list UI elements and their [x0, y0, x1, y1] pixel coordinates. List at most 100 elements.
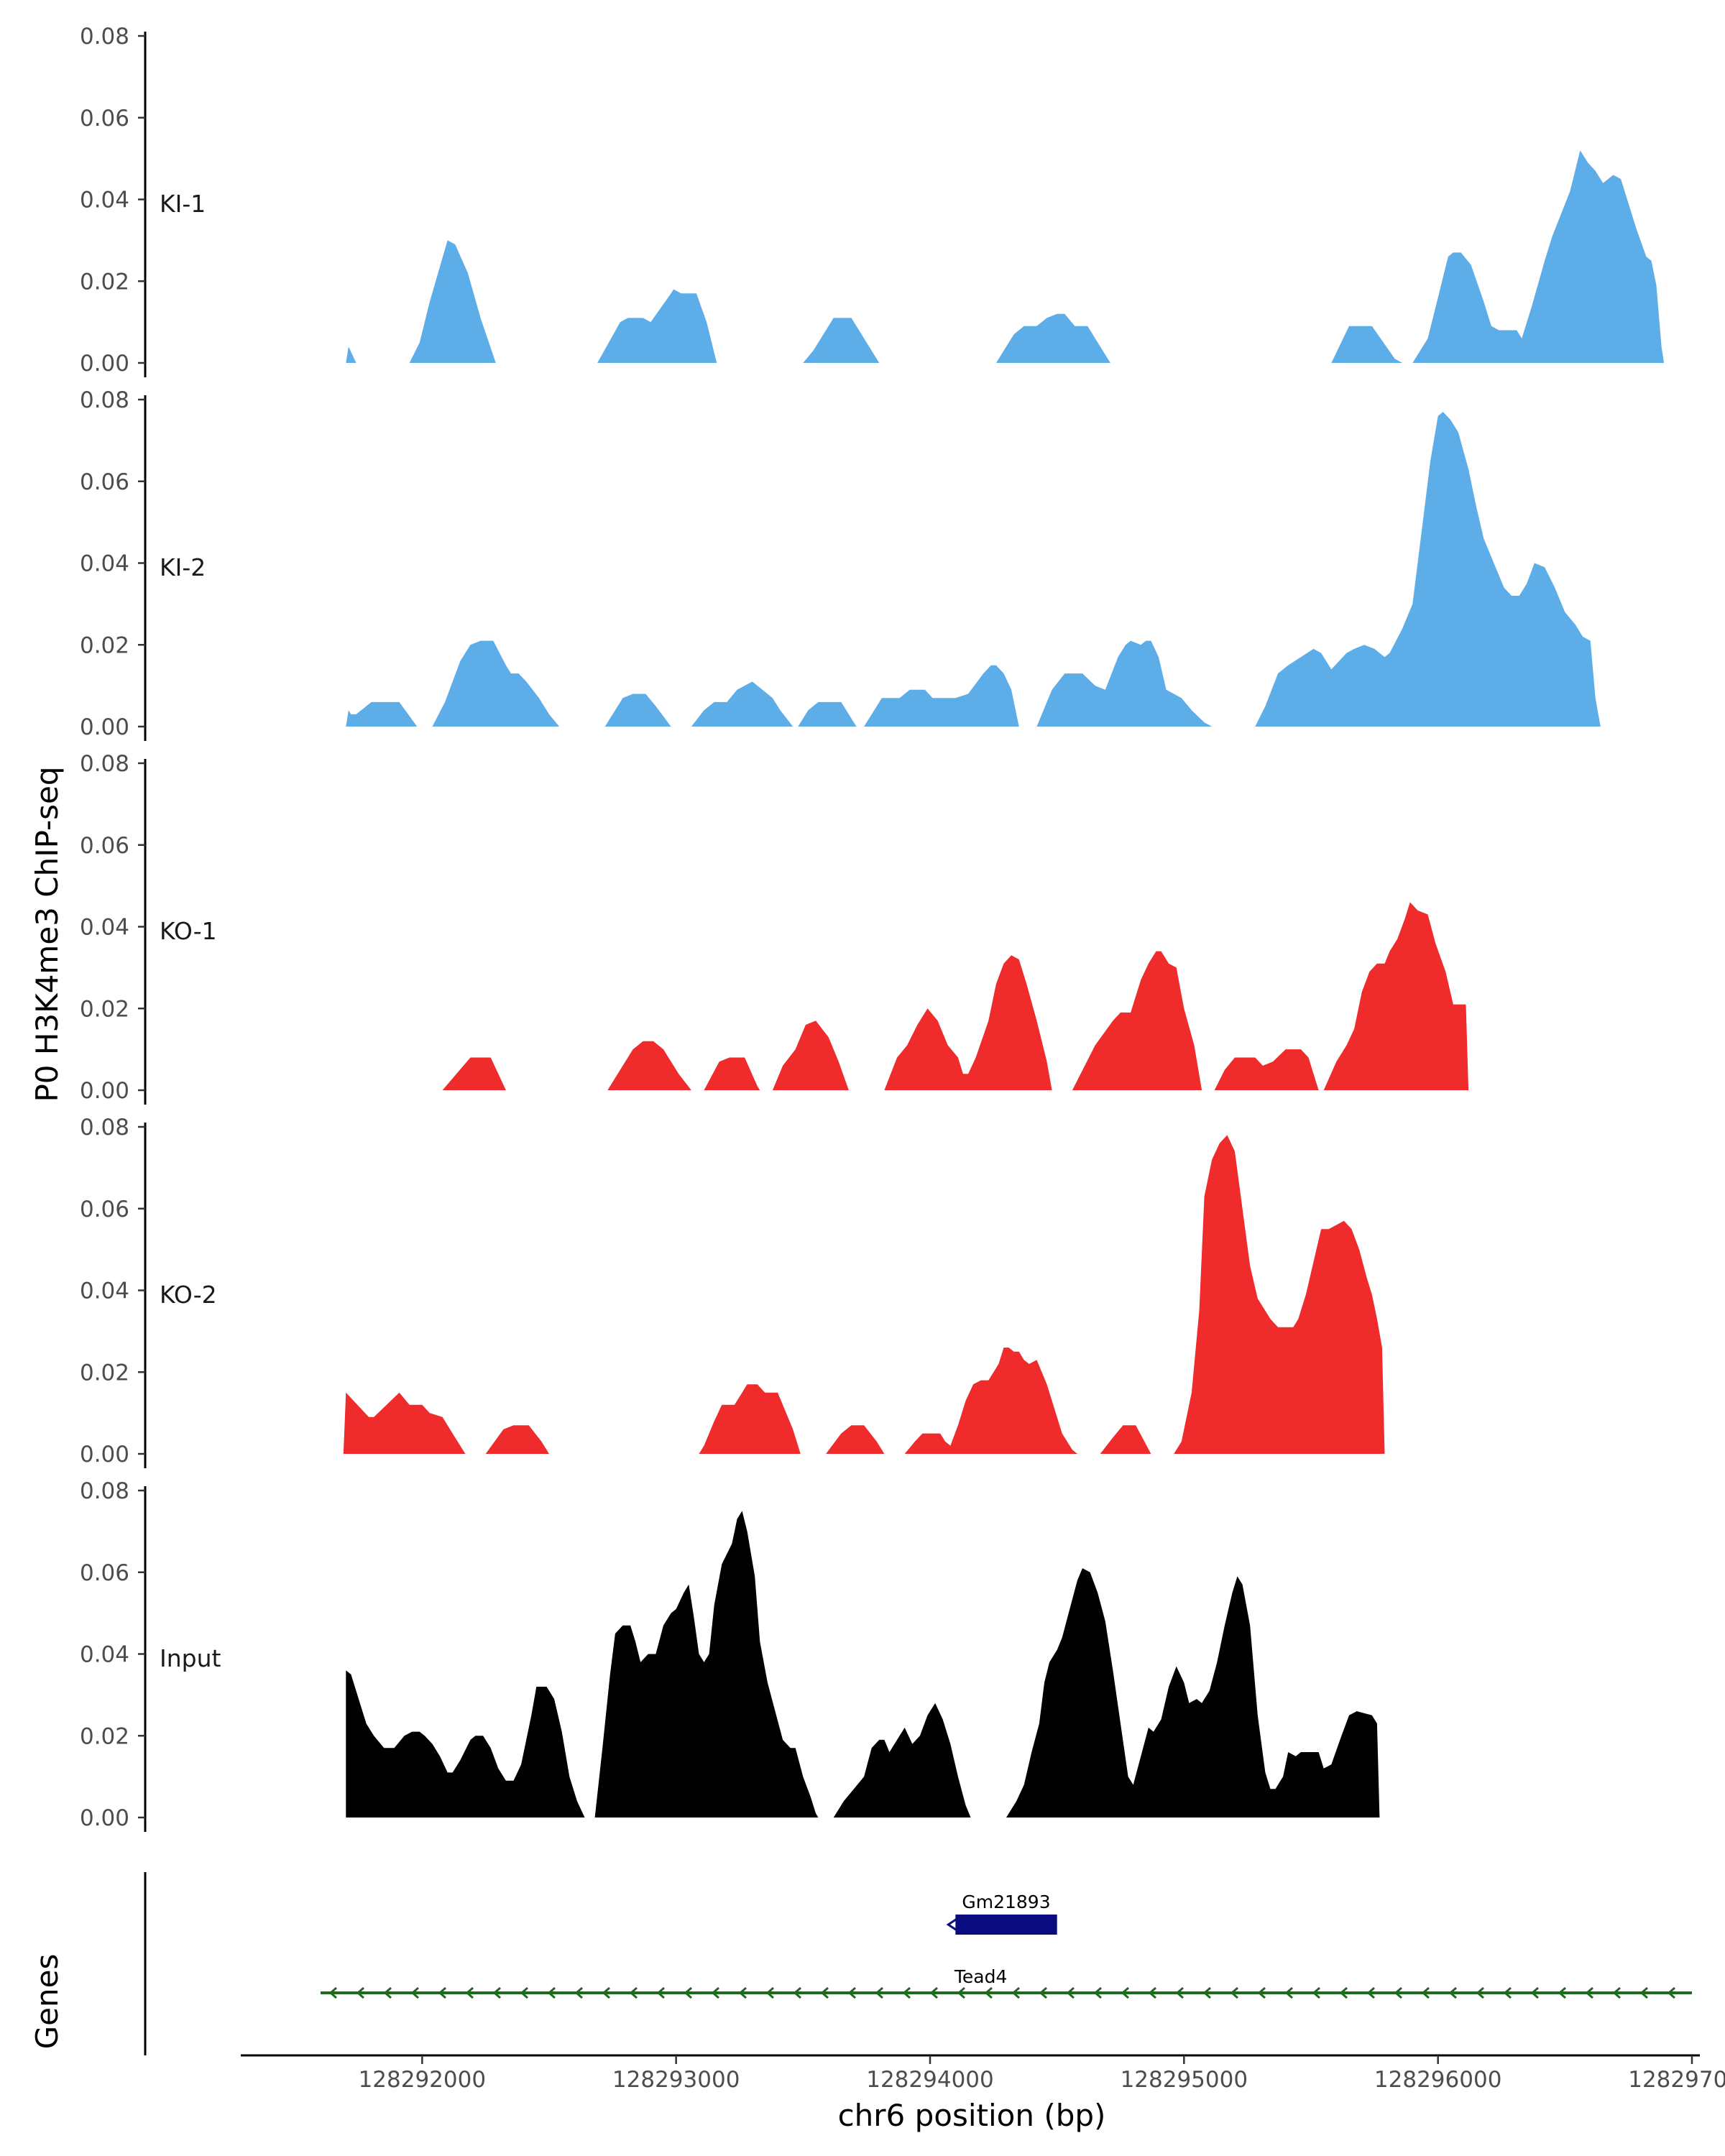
- y-tick-label: 0.00: [80, 1442, 129, 1468]
- y-tick-label: 0.08: [80, 1115, 129, 1141]
- signal-area-ko-1: [442, 902, 1469, 1090]
- y-tick-label: 0.06: [80, 1560, 129, 1586]
- gene-tead4-strand-arrow: [1284, 1986, 1293, 1999]
- y-tick-label: 0.08: [80, 387, 129, 413]
- gene-tead4-strand-arrow: [1667, 1986, 1675, 1999]
- signal-area-ki-2: [346, 412, 1601, 727]
- y-tick-label: 0.04: [80, 1279, 129, 1304]
- gene-tead4-strand-arrow: [875, 1986, 883, 1999]
- y-tick-label: 0.02: [80, 1723, 129, 1749]
- y-tick-label: 0.08: [80, 24, 129, 50]
- y-tick-label: 0.06: [80, 469, 129, 495]
- y-tick-label: 0.04: [80, 1642, 129, 1668]
- gene-tead4-strand-arrow: [1612, 1986, 1621, 1999]
- track-ko-2: 0.00 0.02 0.04 0.06 0.08 KO-2: [80, 1115, 1385, 1468]
- signal-area-input: [346, 1511, 1380, 1818]
- gene-tead4-strand-arrow: [1257, 1986, 1266, 1999]
- track-label: KI-1: [160, 190, 206, 218]
- track-label: KO-1: [160, 917, 217, 945]
- track-input: 0.00 0.02 0.04 0.06 0.08 Input: [80, 1478, 1380, 1832]
- signal-tracks: 0.00 0.02 0.04 0.06 0.08 KI-1 0.00 0.02 0.04 0.06…: [80, 24, 1665, 1832]
- gene-tead4-strand-arrow: [547, 1986, 556, 1999]
- gene-tead4-strand-arrow: [1558, 1986, 1566, 1999]
- y-tick-label: 0.02: [80, 1360, 129, 1386]
- y-tick-label: 0.00: [80, 1805, 129, 1831]
- gene-gm21893-label: Gm21893: [962, 1892, 1050, 1912]
- gene-tead4-strand-arrow: [984, 1986, 993, 1999]
- gene-tead4-strand-arrow: [629, 1986, 638, 1999]
- track-label: Input: [160, 1644, 221, 1672]
- y-tick-label: 0.00: [80, 1078, 129, 1104]
- gene-tead4-strand-arrow: [1011, 1986, 1020, 1999]
- gene-tead4-strand-arrow: [656, 1986, 665, 1999]
- gene-tead4-strand-arrow: [902, 1986, 911, 1999]
- gene-tead4-strand-arrow: [1503, 1986, 1512, 1999]
- y-tick-label: 0.00: [80, 351, 129, 377]
- gene-tead4-strand-arrow: [847, 1986, 856, 1999]
- gene-tead4-label: Tead4: [954, 1966, 1008, 1987]
- track-label: KI-2: [160, 553, 206, 581]
- genes-track: Genes Gm21893 Tead4: [29, 1872, 1692, 2055]
- track-ki-1: 0.00 0.02 0.04 0.06 0.08 KI-1: [80, 24, 1665, 377]
- gene-tead4-strand-arrow: [1202, 1986, 1211, 1999]
- gene-tead4-strand-arrow: [383, 1986, 392, 1999]
- gene-tead4-strand-arrow: [492, 1986, 501, 1999]
- gene-tead4-strand-arrow: [1585, 1986, 1593, 1999]
- gene-tead4-strand-arrow: [957, 1986, 965, 1999]
- y-tick-label: 0.02: [80, 269, 129, 295]
- gene-tead4-strand-arrow: [765, 1986, 774, 1999]
- gene-tead4-strand-arrow: [574, 1986, 583, 1999]
- gene-tead4-strand-arrow: [793, 1986, 801, 1999]
- gene-tead4-strand-arrow: [929, 1986, 938, 1999]
- gene-tead4-strand-arrow: [1121, 1986, 1129, 1999]
- gene-tead4-strand-arrow: [684, 1986, 692, 1999]
- gene-tead4-strand-arrow: [1448, 1986, 1457, 1999]
- y-axis-title-group: P0 H3K4me3 ChIP-seq: [29, 766, 65, 1102]
- y-tick-label: 0.06: [80, 1197, 129, 1222]
- x-tick-label: 128296000: [1374, 2067, 1502, 2093]
- gene-tead4-strand-arrow: [1394, 1986, 1402, 1999]
- signal-area-ko-2: [343, 1135, 1385, 1454]
- track-label: KO-2: [160, 1281, 217, 1309]
- track-ko-1: 0.00 0.02 0.04 0.06 0.08 KO-1: [80, 751, 1469, 1105]
- y-tick-label: 0.08: [80, 751, 129, 777]
- gene-tead4-strand-arrow: [1175, 1986, 1184, 1999]
- x-axis-title: chr6 position (bp): [838, 2098, 1106, 2133]
- gene-gm21893-strand: [946, 1917, 958, 1932]
- x-axis: chr6 position (bp) 128292000 128293000 128…: [241, 2054, 1725, 2133]
- x-tick-label: 128297000: [1628, 2067, 1725, 2093]
- gene-tead4-strand-arrow: [1421, 1986, 1430, 1999]
- gene-tead4-strand-arrow: [438, 1986, 446, 1999]
- gene-tead4-strand-arrow: [711, 1986, 719, 1999]
- gene-tead4-strand-arrow: [1230, 1986, 1238, 1999]
- gene-tead4-strand-arrow: [1339, 1986, 1348, 1999]
- gene-tead4-strand-arrow: [465, 1986, 474, 1999]
- x-tick-label: 128295000: [1121, 2067, 1248, 2093]
- genes-track-label: Genes: [29, 1954, 65, 2050]
- y-tick-label: 0.02: [80, 996, 129, 1022]
- gene-tead4-strand-arrow: [520, 1986, 528, 1999]
- x-tick-label: 128292000: [359, 2067, 487, 2093]
- gene-tead4-strand-arrow: [738, 1986, 747, 1999]
- gene-tead4-strand-arrow: [356, 1986, 364, 1999]
- y-tick-label: 0.00: [80, 714, 129, 740]
- track-ki-2: 0.00 0.02 0.04 0.06 0.08 KI-2: [80, 387, 1601, 741]
- gene-gm21893-body: [955, 1915, 1057, 1935]
- gene-tead4-strand-arrow: [1639, 1986, 1648, 1999]
- gene-tead4-strand-arrow: [1066, 1986, 1075, 1999]
- gene-tead4-strand-arrow: [410, 1986, 419, 1999]
- y-axis-title: P0 H3K4me3 ChIP-seq: [29, 766, 65, 1102]
- gene-tead4-strand-arrow: [1093, 1986, 1102, 1999]
- gene-tead4-strand-arrow: [1039, 1986, 1047, 1999]
- gene-tead4-strand-arrow: [328, 1986, 337, 1999]
- gene-tead4-strand-arrow: [1476, 1986, 1484, 1999]
- y-tick-label: 0.02: [80, 632, 129, 658]
- gene-tead4-strand-arrow: [1530, 1986, 1539, 1999]
- gene-tead4-strand-arrow: [820, 1986, 829, 1999]
- y-tick-label: 0.04: [80, 188, 129, 213]
- y-tick-label: 0.06: [80, 833, 129, 859]
- gene-tead4-strand-arrow: [1312, 1986, 1320, 1999]
- gene-tead4-strand-arrow: [1148, 1986, 1156, 1999]
- gene-tead4-strand-arrow: [1366, 1986, 1375, 1999]
